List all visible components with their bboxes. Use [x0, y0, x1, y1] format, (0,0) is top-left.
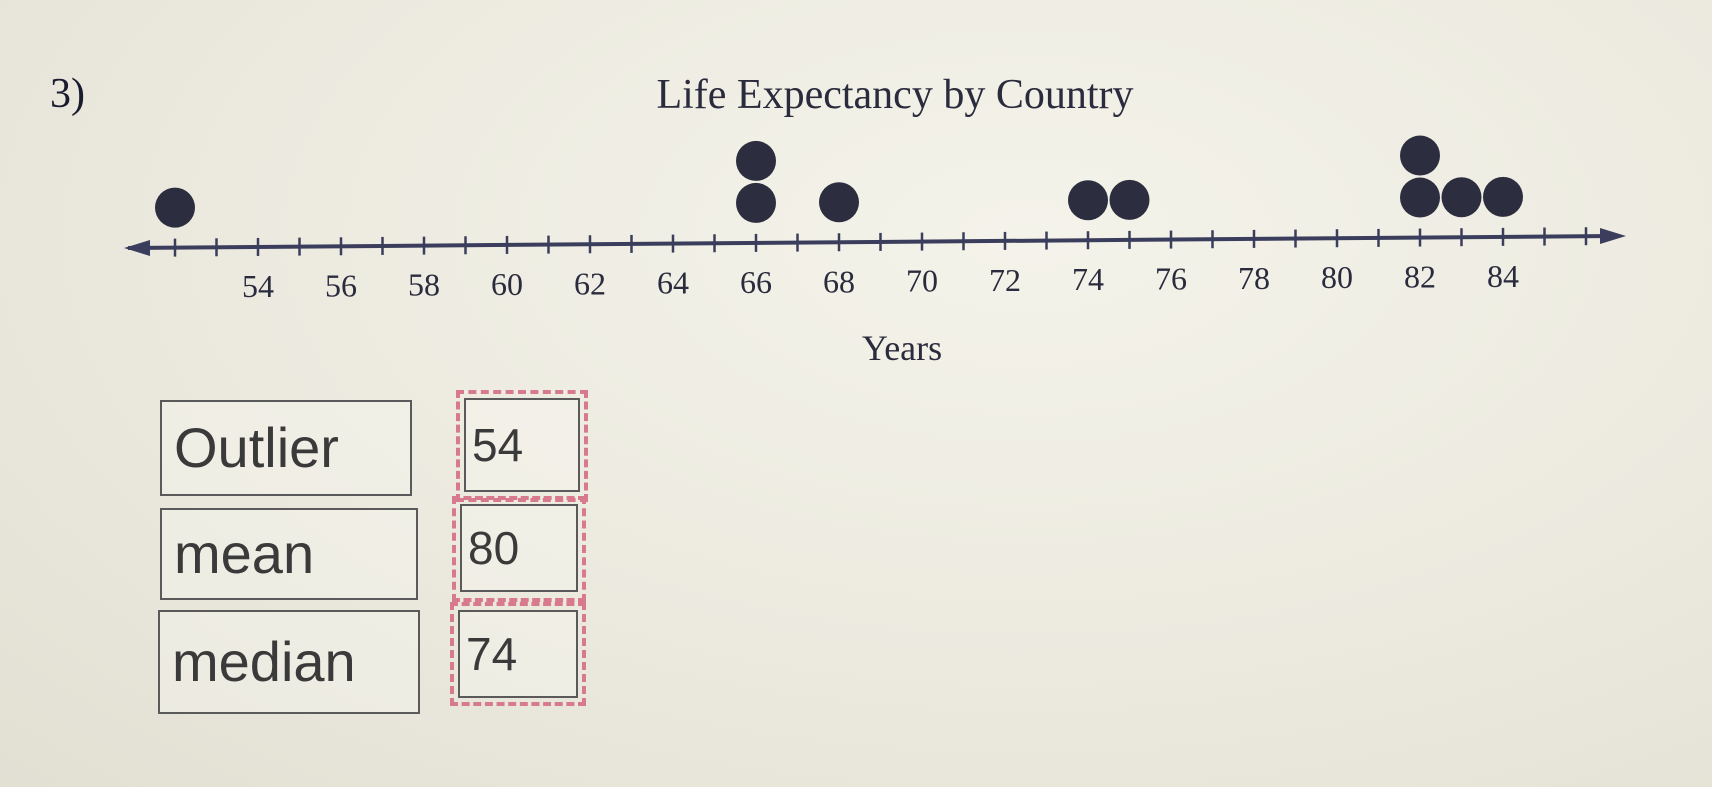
- axis-right-arrow: [1600, 228, 1626, 244]
- tick-label: 80: [1321, 259, 1353, 295]
- chart-title: Life Expectancy by Country: [656, 72, 1133, 118]
- data-point: [736, 182, 776, 223]
- data-point: [819, 182, 859, 223]
- tick-label: 78: [1238, 260, 1270, 296]
- data-point: [1400, 177, 1440, 218]
- mean-drop-zone[interactable]: [452, 496, 586, 602]
- mean-value-box[interactable]: 80: [460, 504, 578, 592]
- outlier-label-box[interactable]: Outlier: [160, 400, 412, 496]
- tick-marks: [173, 227, 1588, 257]
- mean-label-box[interactable]: mean: [160, 508, 418, 600]
- tick-label: 66: [740, 264, 772, 300]
- median-label-box[interactable]: median: [158, 610, 420, 714]
- tick-label: 70: [906, 263, 938, 299]
- x-axis-label: Years: [862, 328, 942, 368]
- tick-label: 82: [1404, 259, 1436, 295]
- outlier-drop-zone[interactable]: [456, 390, 588, 502]
- data-point: [736, 140, 776, 181]
- data-points: [155, 135, 1523, 228]
- tick-label: 74: [1072, 261, 1104, 297]
- tick-label: 72: [989, 262, 1021, 298]
- tick-label: 68: [823, 263, 855, 299]
- outlier-value-box[interactable]: 54: [464, 398, 580, 492]
- question-number: 3): [50, 71, 85, 117]
- tick-label: 54: [242, 268, 274, 304]
- data-point: [1068, 180, 1108, 221]
- tick-label: 58: [408, 267, 440, 303]
- tick-label: 60: [491, 266, 523, 302]
- tick-labels: 54 56 58 60 62 64 66 68 70 72 74 76 78 80 82 84: [242, 258, 1519, 304]
- median-value-box[interactable]: 74: [458, 610, 578, 698]
- dot-plot: Life Expectancy by Country 54 56 58 60 62 64 6…: [124, 72, 1626, 368]
- tick-label: 76: [1155, 261, 1187, 297]
- tick-label: 62: [574, 265, 606, 301]
- data-point: [1483, 176, 1523, 217]
- tick-label: 64: [657, 265, 689, 301]
- axis-left-arrow: [124, 240, 150, 256]
- data-point: [1441, 177, 1482, 218]
- number-line-axis: [127, 234, 1613, 250]
- tick-label: 56: [325, 267, 357, 303]
- tick-label: 84: [1487, 258, 1519, 294]
- median-drop-zone[interactable]: [450, 602, 586, 706]
- data-point: [155, 187, 195, 228]
- data-point: [1400, 135, 1440, 176]
- data-point: [1109, 179, 1150, 220]
